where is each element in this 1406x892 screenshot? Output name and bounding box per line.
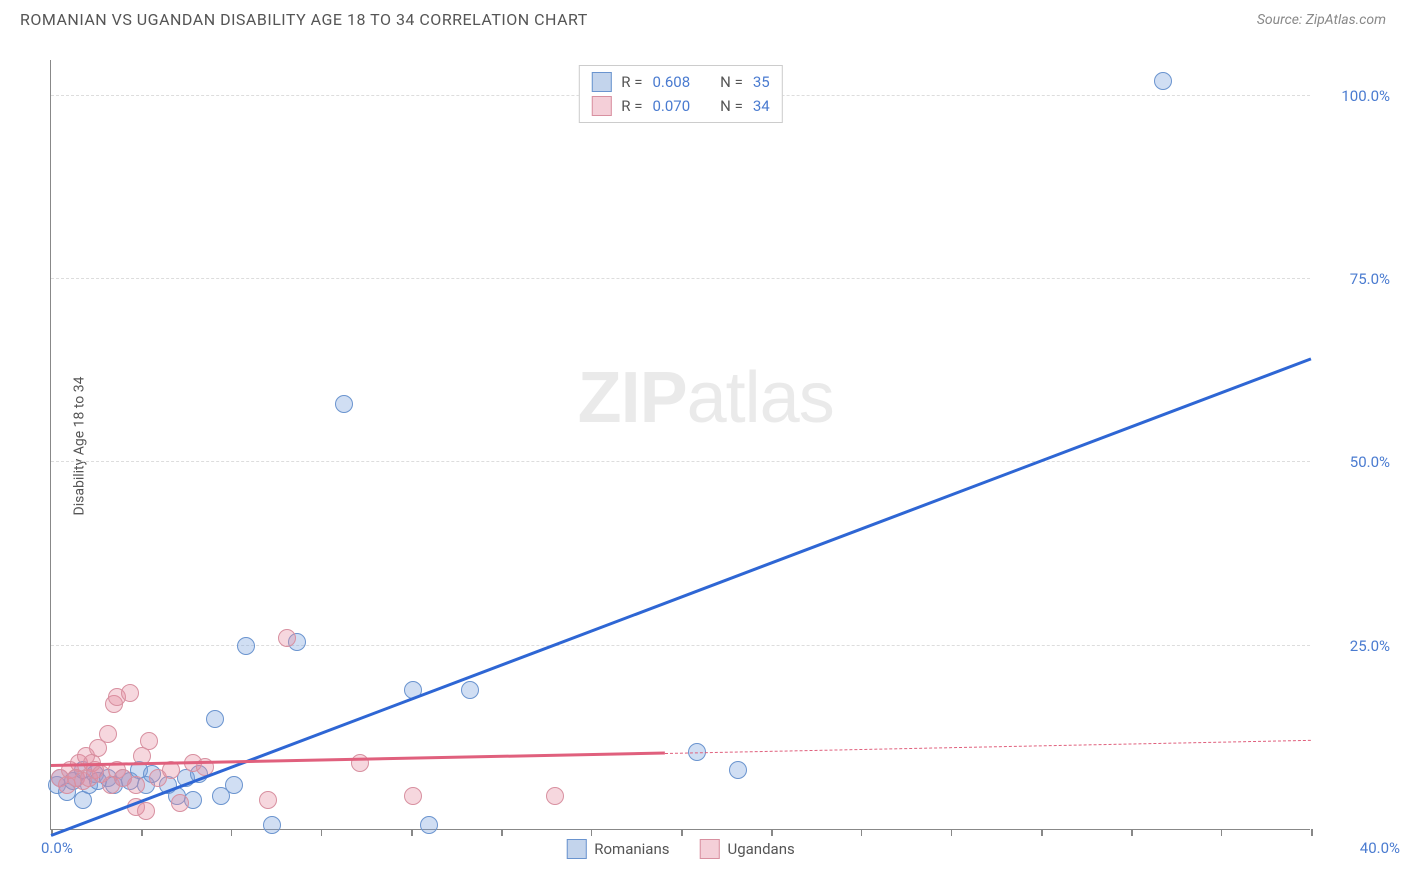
- data-point: [137, 802, 155, 820]
- x-tick: [861, 829, 863, 836]
- legend-r-label: R =: [621, 70, 642, 94]
- legend-r-value: 0.070: [652, 94, 690, 118]
- data-point: [225, 776, 243, 794]
- legend-r-value: 0.608: [652, 70, 690, 94]
- data-point: [420, 816, 438, 834]
- chart-source: Source: ZipAtlas.com: [1257, 12, 1386, 28]
- data-point: [546, 787, 564, 805]
- watermark-zip: ZIP: [578, 358, 687, 438]
- x-tick: [771, 829, 773, 836]
- watermark-atlas: atlas: [687, 358, 834, 438]
- legend-item: Ugandans: [699, 839, 794, 859]
- data-point: [206, 710, 224, 728]
- legend-n-value: 34: [753, 94, 770, 118]
- x-tick: [411, 829, 413, 836]
- data-point: [127, 776, 145, 794]
- data-point: [278, 629, 296, 647]
- data-point: [404, 787, 422, 805]
- x-tick: [681, 829, 683, 836]
- legend-item: Romanians: [566, 839, 669, 859]
- correlation-legend: R = 0.608 N = 35 R = 0.070 N = 34: [578, 65, 782, 123]
- legend-n-value: 35: [753, 70, 770, 94]
- chart-area: ZIPatlas R = 0.608N = 35R = 0.070N = 34 …: [50, 60, 1310, 830]
- trend-line-extrapolated: [665, 740, 1311, 754]
- data-point: [121, 684, 139, 702]
- x-tick: [231, 829, 233, 836]
- x-axis-max-label: 40.0%: [1330, 839, 1400, 857]
- data-point: [171, 794, 189, 812]
- plot-region: ZIPatlas R = 0.608N = 35R = 0.070N = 34 …: [50, 60, 1310, 830]
- gridline: [51, 461, 1310, 462]
- data-point: [99, 725, 117, 743]
- gridline: [51, 278, 1310, 279]
- x-axis-min-label: 0.0%: [41, 839, 73, 857]
- x-tick: [591, 829, 593, 836]
- x-tick: [321, 829, 323, 836]
- chart-header: ROMANIAN VS UGANDAN DISABILITY AGE 18 TO…: [0, 0, 1406, 37]
- legend-n-label: N =: [720, 94, 743, 118]
- data-point: [259, 791, 277, 809]
- data-point: [335, 395, 353, 413]
- watermark: ZIPatlas: [578, 357, 834, 439]
- legend-label: Romanians: [594, 840, 669, 858]
- y-tick-label: 25.0%: [1320, 637, 1390, 655]
- data-point: [237, 637, 255, 655]
- x-tick: [1131, 829, 1133, 836]
- x-tick: [951, 829, 953, 836]
- legend-swatch: [699, 839, 719, 859]
- legend-swatch: [591, 96, 611, 116]
- legend-row: R = 0.070 N = 34: [591, 94, 769, 118]
- x-tick: [501, 829, 503, 836]
- legend-r-label: R =: [621, 94, 642, 118]
- data-point: [140, 732, 158, 750]
- y-tick-label: 100.0%: [1320, 87, 1390, 105]
- chart-title: ROMANIAN VS UGANDAN DISABILITY AGE 18 TO…: [20, 10, 588, 29]
- x-tick: [1041, 829, 1043, 836]
- x-tick: [1221, 829, 1223, 836]
- legend-row: R = 0.608 N = 35: [591, 70, 769, 94]
- x-tick: [141, 829, 143, 836]
- series-legend: Romanians Ugandans: [566, 839, 794, 859]
- data-point: [461, 681, 479, 699]
- y-tick-label: 75.0%: [1320, 270, 1390, 288]
- legend-n-label: N =: [720, 70, 743, 94]
- legend-label: Ugandans: [727, 840, 794, 858]
- x-tick: [1311, 829, 1313, 836]
- y-tick-label: 50.0%: [1320, 453, 1390, 471]
- legend-swatch: [566, 839, 586, 859]
- data-point: [263, 816, 281, 834]
- trend-line: [51, 357, 1312, 836]
- data-point: [1154, 72, 1172, 90]
- data-point: [729, 761, 747, 779]
- legend-swatch: [591, 72, 611, 92]
